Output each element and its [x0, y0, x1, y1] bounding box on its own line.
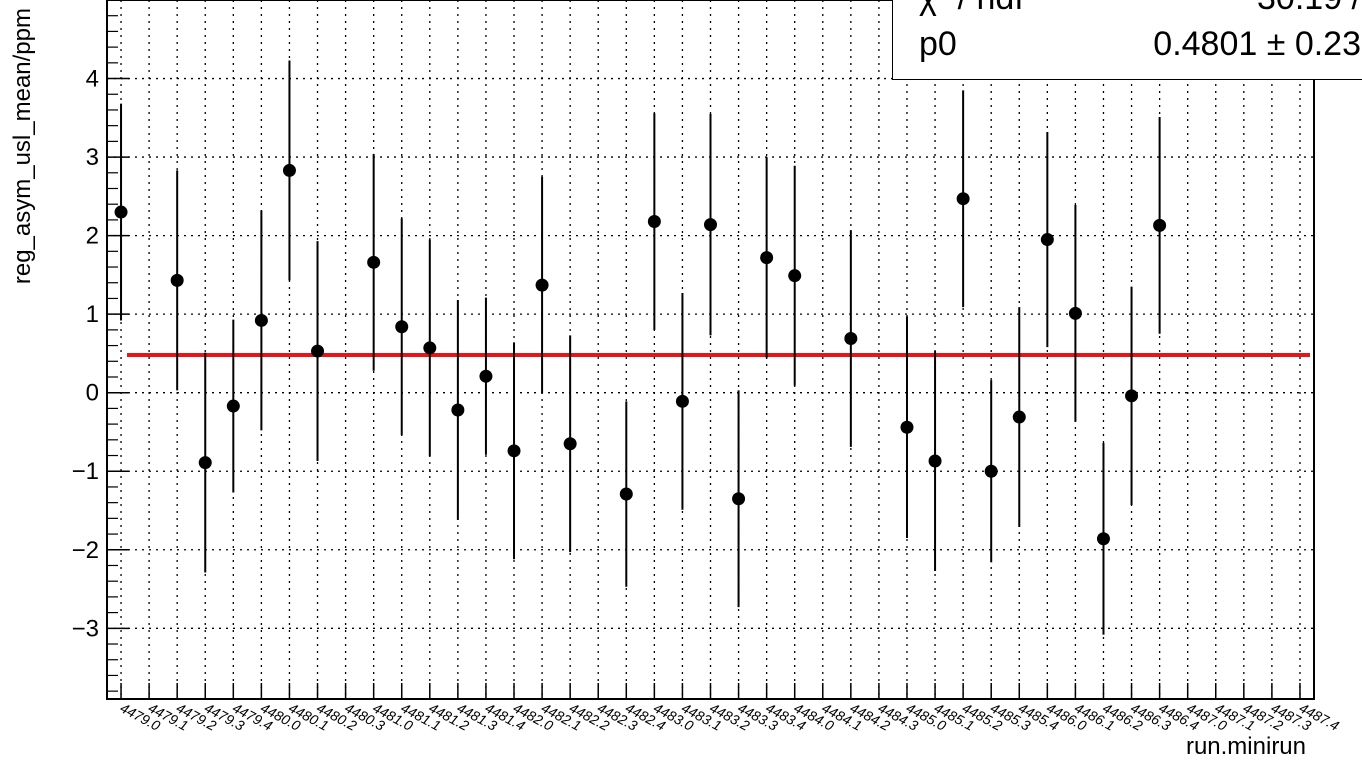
data-point	[648, 215, 661, 228]
chi2-value: 30.19 /	[1257, 0, 1361, 18]
axes	[107, 0, 1314, 699]
data-point	[311, 345, 324, 358]
y-tick-label: 3	[86, 144, 99, 171]
fit-stats-box: χ² / ndf 30.19 / p0 0.4801 ± 0.23	[892, 0, 1362, 80]
data-point	[760, 251, 773, 264]
data-point	[1041, 233, 1054, 246]
data-point	[732, 492, 745, 505]
data-point	[1125, 389, 1138, 402]
y-tick-label: −3	[72, 615, 99, 642]
data-point	[788, 269, 801, 282]
grid	[107, 0, 1314, 699]
data-point	[1153, 219, 1166, 232]
data-point	[985, 465, 998, 478]
data-point	[451, 403, 464, 416]
data-point	[957, 192, 970, 205]
data-point	[1013, 411, 1026, 424]
data-point	[1069, 307, 1082, 320]
y-tick-labels: −3 −2 −1 0 1 2 3 4	[72, 66, 99, 643]
data-point	[171, 274, 184, 287]
data-point	[929, 455, 942, 468]
y-axis-label: reg_asym_usl_mean/ppm	[9, 8, 36, 284]
y-tick-label: 2	[86, 223, 99, 250]
y-tick-label: 1	[86, 301, 99, 328]
data-point	[1097, 532, 1110, 545]
p0-label: p0	[919, 25, 957, 64]
data-point	[395, 320, 408, 333]
data-point	[676, 395, 689, 408]
data-points	[115, 0, 1223, 635]
data-point	[367, 256, 380, 269]
data-point	[423, 341, 436, 354]
y-tick-label: 0	[86, 380, 99, 407]
data-point	[227, 400, 240, 413]
data-point	[283, 164, 296, 177]
y-tick-label: −1	[72, 458, 99, 485]
p0-row: p0 0.4801 ± 0.23	[919, 25, 1361, 64]
data-point	[900, 421, 913, 434]
data-point	[704, 218, 717, 231]
data-point	[479, 370, 492, 383]
data-point	[199, 456, 212, 469]
p0-value: 0.4801 ± 0.23	[1153, 25, 1361, 64]
chi2-label: χ² / ndf	[919, 0, 1024, 18]
chi2-row: χ² / ndf 30.19 /	[919, 0, 1361, 18]
x-axis-label: run.minirun	[1186, 733, 1306, 760]
data-point	[115, 206, 128, 219]
plot-frame	[107, 0, 1314, 699]
data-point	[255, 314, 268, 327]
data-point	[536, 279, 549, 292]
data-point	[508, 444, 521, 457]
data-point	[844, 332, 857, 345]
data-point	[564, 437, 577, 450]
y-tick-label: −2	[72, 537, 99, 564]
data-point	[620, 488, 633, 501]
y-tick-label: 4	[86, 66, 99, 93]
x-tick-labels: 4479.04479.14479.24479.34479.44480.04480…	[118, 700, 1342, 734]
